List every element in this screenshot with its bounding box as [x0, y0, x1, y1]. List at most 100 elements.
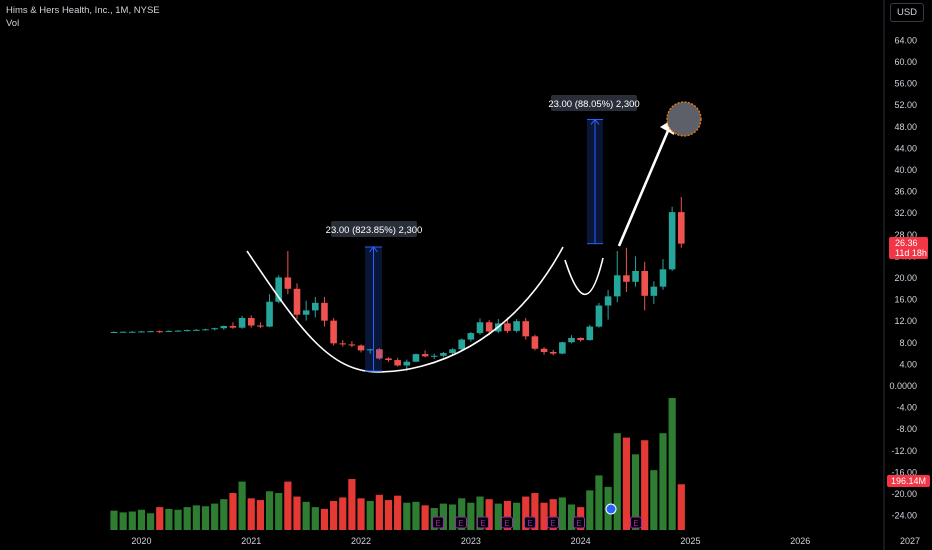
- price-tick-label: 36.00: [894, 187, 917, 197]
- range-label: 23.00 (823.85%) 2,300: [326, 225, 423, 236]
- volume-bar: [174, 509, 182, 530]
- volume-bar: [558, 497, 566, 530]
- earnings-box: [630, 516, 642, 529]
- candle-body: [421, 354, 429, 357]
- candle-body: [366, 349, 374, 351]
- volume-bar: [220, 499, 228, 530]
- time-tick-label: 2025: [680, 536, 700, 546]
- volume-bar: [522, 496, 530, 530]
- earnings-box: [573, 516, 585, 529]
- volume-bar: [412, 501, 420, 530]
- candle-body: [357, 345, 365, 351]
- earnings-marker: E: [477, 516, 489, 529]
- volume-bar: [320, 508, 329, 530]
- earnings-marker: E: [501, 516, 513, 529]
- candle-body: [586, 326, 594, 341]
- earnings-letter: E: [633, 519, 638, 528]
- cup-curve: [246, 246, 564, 373]
- candle-body: [641, 270, 648, 296]
- candle-body: [275, 277, 282, 302]
- candle-body: [147, 331, 154, 333]
- volume-bar: [677, 484, 685, 530]
- earnings-marker: E: [432, 516, 444, 529]
- volume-bar: [128, 511, 136, 530]
- candle-body: [513, 321, 520, 331]
- candle-body: [577, 337, 584, 341]
- volume-bar: [513, 502, 521, 530]
- volume-bar: [156, 507, 164, 530]
- earnings-marker: E: [573, 516, 585, 529]
- candle-body: [678, 212, 685, 244]
- volume-bar: [549, 499, 557, 530]
- time-axis[interactable]: 2020 2021 2022 2023 2024 2025 2026 2027: [131, 536, 920, 546]
- volume-bar: [668, 398, 676, 530]
- volume-bar: [394, 495, 402, 530]
- candle-body: [522, 321, 530, 337]
- time-tick-label: 2026: [790, 536, 810, 546]
- volume-bar: [192, 505, 200, 530]
- volume-bar: [531, 493, 539, 530]
- volume-tag: [887, 475, 930, 487]
- price-tick-label: 12.00: [894, 316, 917, 326]
- earnings-letter: E: [480, 519, 485, 528]
- candle-body: [165, 330, 173, 332]
- time-tick-label: 2024: [571, 536, 591, 546]
- price-tick-label: 20.00: [894, 273, 917, 283]
- currency-button[interactable]: USD: [890, 3, 924, 22]
- volume-bar: [540, 502, 548, 530]
- price-tick-label: -20.00: [891, 489, 917, 499]
- volume-bar: [631, 454, 640, 530]
- time-tick-label: 2023: [461, 536, 481, 546]
- candle-body: [623, 275, 630, 282]
- earnings-letter: E: [576, 519, 581, 528]
- range-arrow: [590, 118, 600, 125]
- range-label: 23.00 (88.05%) 2,300: [548, 99, 639, 110]
- price-tick-label: 56.00: [894, 79, 917, 89]
- price-tick-label: -8.00: [896, 424, 917, 434]
- volume-label: Vol: [6, 18, 20, 29]
- volume-bar: [183, 507, 191, 530]
- volume-bar: [403, 502, 411, 530]
- earnings-box: [432, 516, 444, 529]
- time-tick-label: 2022: [351, 536, 371, 546]
- time-tick-label: 2020: [131, 536, 151, 546]
- range-label-box: [551, 95, 637, 111]
- earnings-letter: E: [504, 519, 509, 528]
- candle-body: [595, 305, 603, 327]
- price-tick-label: 60.00: [894, 57, 917, 67]
- candle-body: [531, 336, 539, 349]
- dividend-marker: [605, 503, 617, 515]
- volume-bar: [366, 500, 374, 530]
- candle-body: [476, 322, 484, 334]
- volume-bar: [229, 493, 237, 530]
- volume-bar: [284, 481, 292, 530]
- last-price-value: 26.36: [895, 238, 918, 248]
- volume-bar: [494, 503, 502, 530]
- candle-body: [668, 212, 676, 270]
- price-axis[interactable]: 64.00 60.00 56.00 52.00 48.00 44.00 40.00 36.00…: [889, 35, 917, 520]
- candle-body: [458, 339, 465, 350]
- price-tick-label: 40.00: [894, 165, 917, 175]
- candle-body: [559, 342, 566, 354]
- volume-bar: [265, 491, 274, 530]
- volume-bar: [357, 498, 365, 530]
- candle-body: [376, 349, 383, 359]
- price-tick-label: 44.00: [894, 143, 917, 153]
- candle-body: [321, 302, 328, 321]
- volume-bar: [485, 499, 493, 530]
- candle-body: [650, 286, 658, 296]
- price-tick-label: -12.00: [891, 446, 917, 456]
- time-tick-label: 2021: [241, 536, 261, 546]
- candle-body: [211, 328, 218, 330]
- price-tick-label: 28.00: [894, 230, 917, 240]
- earnings-marker: E: [547, 516, 559, 529]
- price-tick-label: 4.00: [899, 359, 917, 369]
- candle-body: [138, 331, 145, 333]
- volume-bar: [650, 470, 658, 530]
- candle-body: [339, 343, 347, 345]
- target-circle: [666, 101, 702, 137]
- price-tick-label: -4.00: [896, 403, 917, 413]
- candle-body: [284, 277, 292, 289]
